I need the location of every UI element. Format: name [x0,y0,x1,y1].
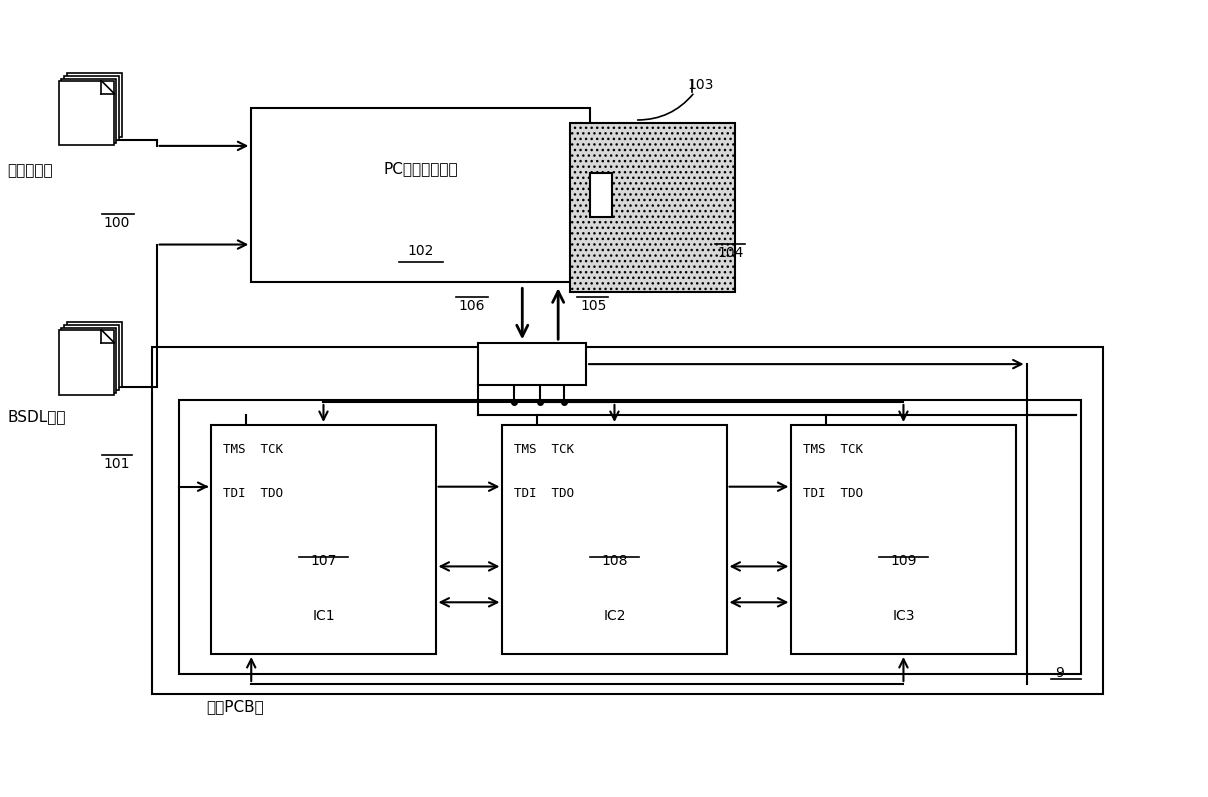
Text: TMS  TCK: TMS TCK [803,443,864,456]
Bar [68,322,122,387]
Text: IC2: IC2 [603,609,626,623]
Text: TDI  TDO: TDI TDO [223,487,284,500]
Bar [180,400,1081,674]
Bar [251,108,590,282]
Text: 104: 104 [718,245,744,260]
Bar [570,123,734,292]
Text: IC1: IC1 [312,609,335,623]
Text: 网络表文件: 网络表文件 [7,163,53,178]
Text: 9: 9 [1056,666,1064,680]
Bar [64,324,120,390]
Text: 105: 105 [580,300,606,313]
Text: IC3: IC3 [893,609,914,623]
Text: 106: 106 [459,300,484,313]
Bar [59,330,115,395]
Text: TMS  TCK: TMS TCK [223,443,284,456]
Text: TMS  TCK: TMS TCK [515,443,574,456]
Text: TDI  TDO: TDI TDO [803,487,864,500]
Text: 102: 102 [407,244,434,257]
Text: 109: 109 [890,555,917,568]
Bar [590,173,612,217]
Bar [68,73,122,137]
Text: TDI  TDO: TDI TDO [515,487,574,500]
Bar [211,425,436,654]
Text: TAP: TAP [517,357,547,371]
Bar [64,76,120,140]
Text: PC机＋应用程序: PC机＋应用程序 [383,162,458,177]
Text: BSDL文件: BSDL文件 [7,409,65,424]
Text: 100: 100 [104,216,130,230]
Bar [59,80,115,145]
Bar [478,344,586,385]
Text: 待测PCB板: 待测PCB板 [207,699,265,714]
Bar [62,328,116,392]
Bar [503,425,726,654]
Text: 108: 108 [602,555,628,568]
Bar [62,79,116,143]
Text: 101: 101 [104,457,130,471]
Bar [151,347,1103,694]
Bar [791,425,1016,654]
Text: 107: 107 [310,555,337,568]
Text: 103: 103 [687,78,714,92]
